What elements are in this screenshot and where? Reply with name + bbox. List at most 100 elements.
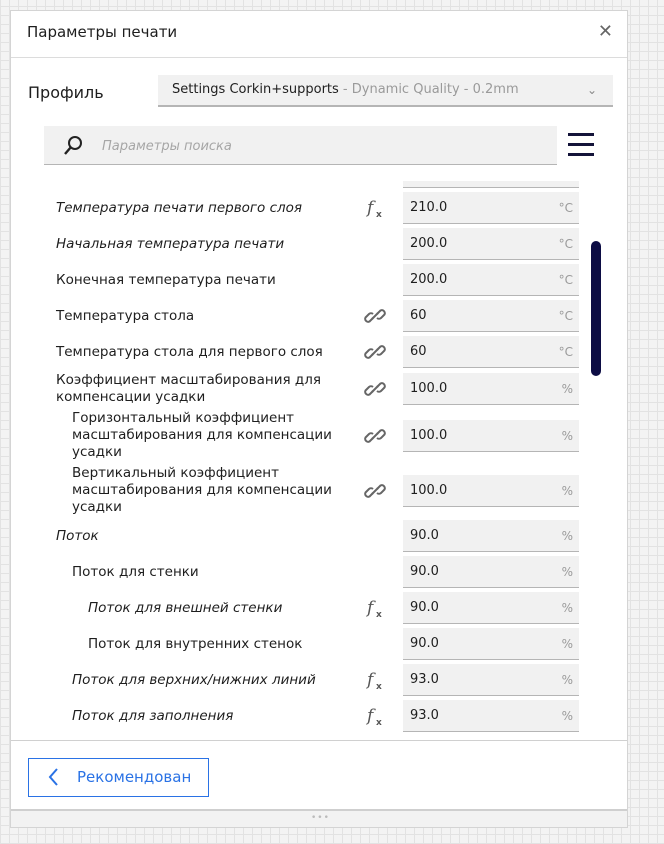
- setting-row: Температура печати первого слоя f x 210.0 °C: [11, 190, 611, 226]
- setting-value: 90.0: [410, 528, 439, 543]
- setting-label-text: Горизонтальный коэффициент масштабирован…: [72, 410, 332, 460]
- setting-value-field[interactable]: 90.0%: [403, 628, 579, 660]
- hamburger-menu-icon[interactable]: [568, 133, 594, 157]
- setting-unit: °C: [558, 237, 573, 251]
- setting-value: 90.0: [410, 636, 439, 651]
- svg-text:f: f: [365, 670, 376, 690]
- setting-value-field[interactable]: 200.0 °C: [403, 264, 579, 296]
- close-icon[interactable]: ✕: [597, 21, 613, 42]
- setting-label-text: Поток: [56, 527, 99, 544]
- setting-unit: %: [561, 382, 573, 396]
- setting-value-field[interactable]: 93.0%: [403, 700, 579, 732]
- svg-text:x: x: [376, 718, 382, 727]
- setting-value: 200.0: [410, 272, 448, 287]
- setting-value-field[interactable]: 90.0%: [403, 592, 579, 624]
- search-bar[interactable]: [44, 126, 557, 165]
- setting-unit: %: [561, 709, 573, 723]
- profile-name: Settings Corkin+supports: [172, 82, 339, 97]
- svg-text:x: x: [376, 610, 382, 619]
- setting-value-field[interactable]: 60 °C: [403, 336, 579, 368]
- setting-label: Температура печати первого слоя: [56, 198, 351, 219]
- chevron-down-icon: ⌄: [586, 83, 597, 97]
- setting-value-field[interactable]: 210.0 °C: [403, 192, 579, 224]
- dialog-title: Параметры печати: [27, 23, 178, 41]
- setting-row: Температура стола 60 °C: [11, 298, 611, 334]
- setting-row: Температура стола для первого слоя 60 °C: [11, 334, 611, 370]
- setting-value-field[interactable]: 100.0%: [403, 474, 579, 507]
- settings-list: Температура печати первого слоя f x 210.0 °C…: [11, 181, 629, 740]
- setting-unit: %: [561, 428, 573, 443]
- setting-label-text: Поток для заполнения: [72, 707, 234, 724]
- setting-row: Вертикальный коэффициент масштабирования…: [11, 463, 611, 518]
- link-icon[interactable]: [363, 378, 387, 400]
- profile-label: Профиль: [28, 83, 104, 102]
- setting-label: Поток для заполнения: [72, 706, 351, 727]
- setting-value-field[interactable]: 93.0%: [403, 664, 579, 696]
- setting-value: 210.0: [410, 200, 448, 215]
- setting-value-field[interactable]: 100.0%: [403, 419, 579, 452]
- recommended-button[interactable]: Рекомендован: [28, 758, 209, 797]
- setting-value-field[interactable]: 90.0%: [403, 520, 579, 552]
- scrollbar[interactable]: [591, 241, 601, 376]
- setting-row: Поток для заполнения f x 93.0%: [11, 698, 611, 734]
- resize-handle[interactable]: •••: [11, 809, 627, 827]
- setting-unit: °C: [558, 345, 573, 359]
- setting-unit: %: [561, 565, 573, 579]
- setting-label: Начальная температура печати: [56, 234, 351, 255]
- setting-label: Конечная температура печати: [56, 270, 351, 291]
- setting-label: Поток для стенки: [72, 562, 351, 583]
- setting-value: 100.0: [410, 427, 448, 443]
- setting-unit: °C: [558, 273, 573, 287]
- setting-label: Поток для внешней стенки: [88, 598, 351, 619]
- divider: [11, 740, 627, 741]
- profile-detail: - Dynamic Quality - 0.2mm: [338, 82, 519, 97]
- svg-text:f: f: [365, 598, 376, 618]
- title-bar: Параметры печати ✕: [11, 11, 627, 58]
- grip-icon: •••: [311, 813, 330, 823]
- setting-unit: %: [561, 529, 573, 543]
- setting-label-text: Температура печати первого слоя: [56, 199, 302, 216]
- setting-label: Поток: [56, 526, 351, 547]
- setting-row: Поток для верхних/нижних линий f x 93.0%: [11, 662, 611, 698]
- link-icon[interactable]: [363, 305, 387, 327]
- chevron-left-icon: [47, 759, 59, 808]
- setting-value-field[interactable]: 60 °C: [403, 300, 579, 332]
- print-settings-dialog: Параметры печати ✕ Профиль Settings Cork…: [10, 10, 628, 828]
- setting-row: Начальная температура печати 200.0 °C: [11, 226, 611, 262]
- setting-value-field[interactable]: 100.0%: [403, 373, 579, 405]
- search-input[interactable]: [100, 134, 524, 158]
- link-icon[interactable]: [363, 480, 387, 502]
- setting-value: 100.0: [410, 381, 448, 396]
- setting-row: Коэффициент масштабирования для компенса…: [11, 370, 611, 408]
- link-icon[interactable]: [363, 341, 387, 363]
- setting-label: Температура стола для первого слоя: [56, 342, 351, 363]
- svg-text:f: f: [365, 198, 376, 218]
- setting-value: 93.0: [410, 708, 439, 723]
- setting-unit: °C: [558, 201, 573, 215]
- setting-label-text: Начальная температура печати: [56, 235, 285, 252]
- setting-label-text: Поток для внутренних стенок: [88, 635, 303, 652]
- setting-label-text: Коэффициент масштабирования для компенса…: [56, 372, 321, 405]
- setting-value: 100.0: [410, 482, 448, 498]
- setting-row: Поток для стенки 90.0%: [11, 554, 611, 590]
- partial-setting-field: [403, 181, 579, 188]
- setting-label-text: Поток для верхних/нижних линий: [72, 671, 316, 688]
- setting-label-text: Вертикальный коэффициент масштабирования…: [72, 465, 332, 515]
- setting-value: 200.0: [410, 236, 448, 251]
- setting-row: Поток для внешней стенки f x 90.0%: [11, 590, 611, 626]
- svg-text:x: x: [376, 210, 382, 219]
- setting-label-text: Конечная температура печати: [56, 271, 276, 288]
- recommended-button-label: Рекомендован: [77, 768, 192, 786]
- setting-unit: %: [561, 673, 573, 687]
- profile-select[interactable]: Settings Corkin+supports - Dynamic Quali…: [158, 75, 613, 107]
- setting-value-field[interactable]: 200.0 °C: [403, 228, 579, 260]
- setting-unit: %: [561, 483, 573, 498]
- setting-value-field[interactable]: 90.0%: [403, 556, 579, 588]
- svg-text:f: f: [365, 706, 376, 726]
- link-icon[interactable]: [363, 425, 387, 447]
- setting-value: 90.0: [410, 600, 439, 615]
